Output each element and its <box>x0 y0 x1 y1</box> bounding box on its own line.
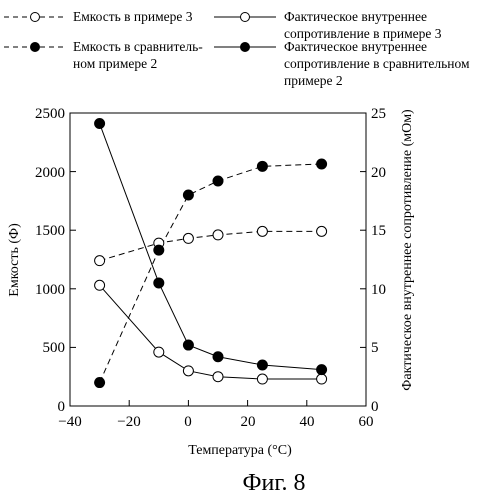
y-left-tick-label: 2000 <box>35 165 65 181</box>
series-line-capacity-example-3 <box>99 230 322 262</box>
axis-ticks <box>69 112 367 407</box>
data-point-capacity-comparative-2 <box>153 244 165 256</box>
legend: Емкость в примере 3 Емкость в сравнитель… <box>4 9 470 88</box>
data-point-resistance-example-3 <box>182 365 194 377</box>
legend-entry-resistance-comparative-2: Фактическое внутреннее сопротивление в с… <box>214 39 470 88</box>
figure-caption: Фиг. 8 <box>243 470 306 496</box>
legend-label-resistance-comparative-2-line1: Фактическое внутреннее <box>284 39 427 54</box>
series-line-resistance-example-3 <box>99 284 322 380</box>
data-point-resistance-comparative-2 <box>316 364 328 376</box>
y-right-tick-labels: 0 5 10 15 20 25 <box>371 106 386 415</box>
data-point-capacity-comparative-2 <box>182 189 194 201</box>
data-point-resistance-comparative-2 <box>153 277 165 289</box>
data-point-resistance-example-3 <box>153 346 165 358</box>
x-tick-label: 60 <box>359 414 374 430</box>
data-point-capacity-example-3 <box>94 255 106 267</box>
data-point-resistance-comparative-2 <box>182 339 194 351</box>
data-point-resistance-example-3 <box>256 373 268 385</box>
data-point-resistance-example-3 <box>94 279 106 291</box>
legend-label-resistance-comparative-2-line3: примере 2 <box>284 73 343 88</box>
data-point-resistance-comparative-2 <box>94 118 106 130</box>
data-point-capacity-comparative-2 <box>316 158 328 170</box>
series-line-capacity-comparative-2 <box>99 163 322 383</box>
legend-label-resistance-comparative-2-line2: сопротивление в сравнительном <box>284 56 470 71</box>
data-point-resistance-example-3 <box>316 373 328 385</box>
y-right-tick-label: 5 <box>371 340 379 356</box>
y-left-axis-title: Емкость (Ф) <box>7 223 22 297</box>
y-left-tick-label: 2500 <box>35 106 65 122</box>
y-left-tick-label: 1000 <box>35 282 65 298</box>
y-right-tick-label: 15 <box>371 223 386 239</box>
legend-label-resistance-example-3-line2: сопротивление в примере 3 <box>284 26 442 41</box>
y-right-tick-label: 25 <box>371 106 386 122</box>
data-point-capacity-comparative-2 <box>212 175 224 187</box>
x-tick-label: 20 <box>241 414 256 430</box>
legend-entry-capacity-example-3: Емкость в примере 3 <box>4 9 193 24</box>
x-tick-label: 0 <box>184 414 192 430</box>
y-left-tick-label: 1500 <box>35 223 65 239</box>
legend-label-capacity-comparative-2-line1: Емкость в сравнитель- <box>73 39 203 54</box>
data-point-capacity-example-3 <box>256 225 268 237</box>
y-right-tick-label: 20 <box>371 165 386 181</box>
data-point-capacity-example-3 <box>212 229 224 241</box>
data-point-capacity-comparative-2 <box>256 160 268 172</box>
legend-label-capacity-comparative-2-line2: ном примере 2 <box>73 56 157 71</box>
x-tick-labels: −40 −20 0 20 40 60 <box>58 414 373 430</box>
data-point-resistance-comparative-2 <box>256 359 268 371</box>
data-point-resistance-example-3 <box>212 371 224 383</box>
y-right-axis-title: Фактическое внутреннее сопротивление (мО… <box>400 109 415 391</box>
legend-entry-resistance-example-3: Фактическое внутреннее сопротивление в п… <box>214 9 442 41</box>
y-left-tick-labels: 0 500 1000 1500 2000 2500 <box>35 106 65 415</box>
legend-label-resistance-example-3-line1: Фактическое внутреннее <box>284 9 427 24</box>
series-line-resistance-comparative-2 <box>99 123 322 371</box>
x-tick-label: 40 <box>300 414 315 430</box>
data-point-resistance-comparative-2 <box>212 351 224 363</box>
legend-entry-capacity-comparative-2: Емкость в сравнитель- ном примере 2 <box>4 39 203 71</box>
data-point-capacity-example-3 <box>182 232 194 244</box>
y-right-tick-label: 10 <box>371 282 386 298</box>
y-left-tick-label: 0 <box>58 399 66 415</box>
series-layer <box>94 118 328 389</box>
data-point-capacity-comparative-2 <box>94 377 106 389</box>
x-tick-label: −40 <box>58 414 81 430</box>
x-axis-title: Температура (°C) <box>188 443 292 458</box>
y-left-tick-label: 500 <box>43 340 66 356</box>
data-point-capacity-example-3 <box>316 225 328 237</box>
plot-frame <box>69 112 367 407</box>
legend-label-capacity-example-3: Емкость в примере 3 <box>73 9 193 24</box>
x-tick-label: −20 <box>117 414 140 430</box>
y-right-tick-label: 0 <box>371 399 379 415</box>
